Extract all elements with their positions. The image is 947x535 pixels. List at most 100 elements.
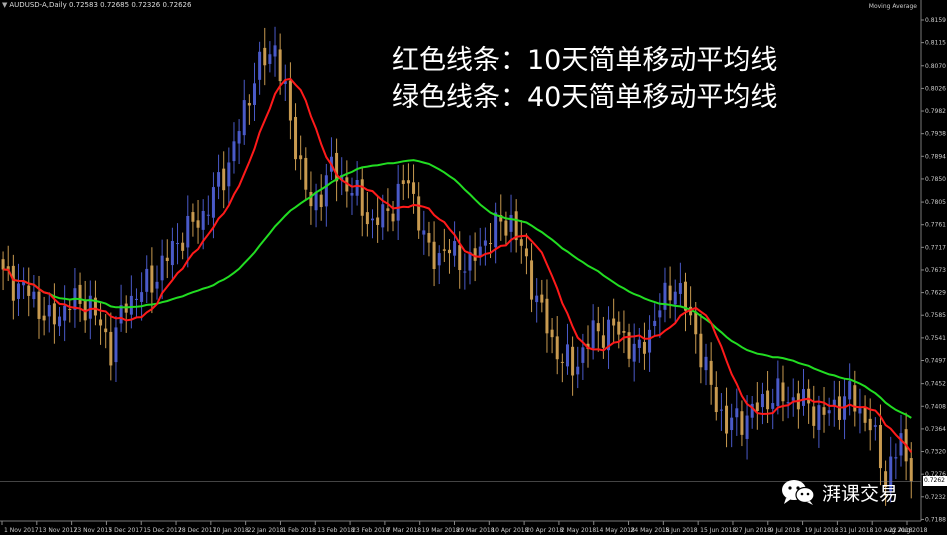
candle-bear: [360, 179, 364, 216]
candle-bear: [319, 194, 323, 208]
time-tick-label: 13 Nov 2017: [39, 527, 78, 534]
candle-bull: [211, 187, 215, 218]
candle-bear: [263, 47, 267, 66]
candle-bull: [453, 241, 457, 256]
candle-bear: [781, 382, 785, 402]
candle-bull: [129, 295, 133, 315]
candle-bull: [58, 316, 62, 327]
price-tick-label: 0.8115: [925, 40, 946, 47]
candle-bear: [571, 346, 575, 376]
candle-bear: [596, 323, 600, 332]
candle-bull: [176, 243, 180, 245]
candle-bull: [232, 141, 236, 162]
candle-bull: [832, 399, 836, 407]
candle-bear: [68, 308, 72, 311]
candle-bull: [237, 131, 241, 144]
candle-bear: [617, 321, 621, 335]
candle-bear: [694, 311, 698, 335]
time-tick-label: 15 Jun 2018: [700, 527, 736, 534]
candle-bull: [324, 175, 328, 207]
candle-bear: [401, 180, 405, 184]
candle-bull: [170, 241, 174, 266]
price-tick-label: 0.7232: [925, 494, 946, 501]
candle-bear: [622, 331, 626, 333]
candle-bear: [822, 407, 826, 415]
price-tick-label: 0.7452: [925, 381, 946, 388]
candle-bear: [11, 265, 15, 301]
candle-bull: [463, 271, 467, 273]
candle-bull: [653, 320, 657, 327]
candle-bull: [760, 393, 764, 408]
candle-bear: [191, 212, 195, 222]
candle-bull: [873, 425, 877, 427]
candle-bear: [740, 411, 744, 435]
time-tick-label: 23 Feb 2018: [352, 527, 390, 534]
candle-bull: [227, 162, 231, 187]
time-tick-label: 29 Mar 2018: [457, 527, 495, 534]
candle-bull: [422, 230, 426, 235]
candle-bull: [206, 214, 210, 216]
time-tick-label: 24 May 2018: [631, 527, 670, 534]
candle-bear: [868, 418, 872, 431]
candle-bear: [37, 291, 41, 319]
candle-bull: [678, 282, 682, 294]
candle-bull: [273, 45, 277, 57]
candle-bull: [704, 356, 708, 371]
candle-bull: [201, 210, 205, 230]
candle-bear: [406, 180, 410, 184]
time-tick-label: 2 May 2018: [561, 527, 596, 534]
candle-bull: [47, 305, 51, 317]
candle-bull: [776, 378, 780, 407]
price-tick-label: 0.7938: [925, 131, 946, 138]
candle-bull: [114, 327, 118, 363]
candle-bull: [894, 457, 898, 459]
candle-bull: [478, 246, 482, 258]
ma-legend: 红色线条：10天简单移动平均线 绿色线条：40天简单移动平均线: [392, 42, 777, 116]
candle-bear: [196, 220, 200, 228]
candle-bull: [745, 415, 749, 439]
candle-bear: [642, 341, 646, 354]
time-tick-label: 10 Jan 2018: [213, 527, 249, 534]
time-tick-label: 31 Jul 2018: [839, 527, 873, 534]
price-tick-label: 0.7408: [925, 403, 946, 410]
candle-bear: [853, 385, 857, 412]
candle-bull: [119, 305, 123, 324]
legend-green-line: 绿色线条：40天简单移动平均线: [392, 82, 778, 113]
time-tick-label: 23 Nov 2017: [74, 527, 113, 534]
price-tick-label: 0.7761: [925, 222, 946, 229]
candle-bull: [607, 319, 611, 351]
candle-bull: [494, 212, 498, 248]
candle-bear: [560, 361, 564, 363]
candle-bull: [16, 283, 20, 299]
price-tick-label: 0.7717: [925, 244, 946, 251]
time-tick-label: 15 Dec 2017: [143, 527, 182, 534]
price-tick-label: 0.7673: [925, 267, 946, 274]
candle-bull: [242, 100, 246, 136]
candle-bear: [514, 211, 518, 241]
price-tick-label: 0.7320: [925, 449, 946, 456]
candle-bull: [381, 204, 385, 228]
price-tick-label: 0.8159: [925, 17, 946, 24]
candle-bull: [735, 408, 739, 418]
candle-bull: [371, 218, 375, 221]
candle-bull: [340, 174, 344, 181]
candle-bull: [899, 433, 903, 456]
candle-bear: [99, 319, 103, 326]
candle-bull: [786, 402, 790, 404]
dropdown-arrow-icon[interactable]: ▼: [2, 1, 8, 9]
candle-bear: [417, 196, 421, 231]
candle-bear: [884, 471, 888, 488]
candle-bull: [648, 329, 652, 353]
candle-bear: [335, 152, 339, 182]
candle-bull: [155, 281, 159, 289]
candle-bull: [468, 251, 472, 271]
time-tick-label: 10 Apr 2018: [491, 527, 528, 534]
candle-bull: [802, 389, 806, 406]
candle-bull: [186, 215, 190, 248]
time-tick-label: 19 Mar 2018: [422, 527, 460, 534]
candle-bull: [889, 456, 893, 492]
time-tick-label: 13 Feb 2018: [317, 527, 355, 534]
candle-bear: [689, 306, 693, 316]
